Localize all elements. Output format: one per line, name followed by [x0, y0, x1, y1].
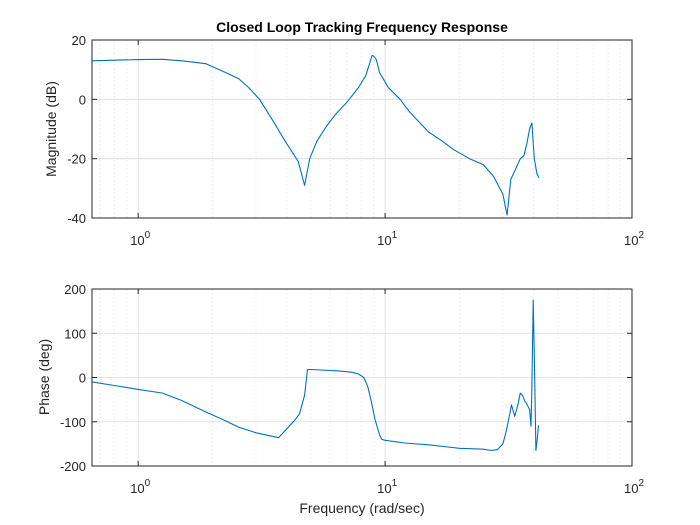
chart-title: Closed Loop Tracking Frequency Response	[216, 19, 508, 35]
phase-y-tick-label: 100	[64, 326, 86, 341]
phase-x-tick-label: 100	[130, 478, 150, 496]
magnitude-plot-area	[92, 40, 632, 218]
magnitude-x-tick-label: 100	[130, 230, 150, 248]
magnitude-x-tick-label: 102	[624, 230, 644, 248]
phase-y-tick-label: -100	[60, 415, 86, 430]
x-axis-label: Frequency (rad/sec)	[299, 500, 424, 516]
magnitude-axes-box	[91, 39, 633, 219]
magnitude-series-line	[91, 54, 540, 216]
phase-plot: 100 101 102 200 100 0 -100 -200	[60, 282, 645, 496]
magnitude-y-tick-label: -40	[67, 211, 86, 226]
phase-y-tick-label: 200	[64, 282, 86, 297]
phase-series-line	[91, 299, 540, 452]
magnitude-y-tick-label: 0	[79, 92, 86, 107]
magnitude-x-tick-label: 101	[377, 230, 397, 248]
phase-y-tick-label: 0	[79, 371, 86, 386]
magnitude-y-tick-label: -20	[67, 152, 86, 167]
magnitude-y-tick-label: 20	[72, 33, 86, 48]
phase-x-tick-label: 101	[377, 478, 397, 496]
phase-y-axis-label: Phase (deg)	[36, 339, 52, 415]
phase-y-tick-label: -200	[60, 459, 86, 474]
magnitude-plot: 100 101 102 20 0 -20 -40	[67, 33, 644, 248]
phase-x-tick-label: 102	[624, 478, 644, 496]
magnitude-y-axis-label: Magnitude (dB)	[43, 81, 59, 177]
